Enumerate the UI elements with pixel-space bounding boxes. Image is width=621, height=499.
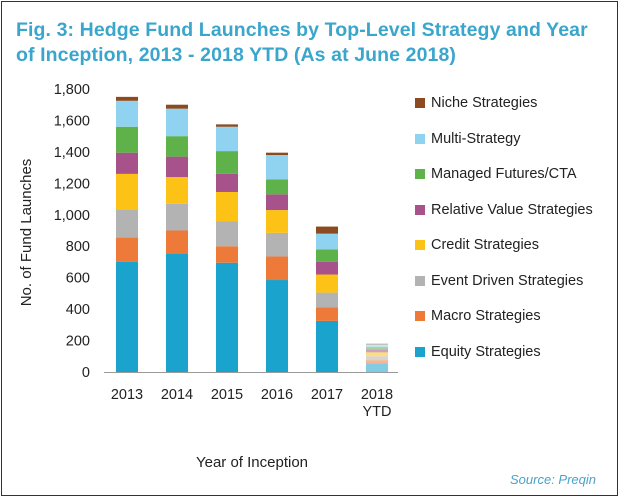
bar-segment	[366, 343, 388, 345]
legend-swatch	[415, 169, 425, 179]
bar-segment	[266, 210, 288, 233]
bar-segment	[216, 124, 238, 127]
legend-swatch	[415, 311, 425, 321]
legend-label: Credit Strategies	[431, 237, 539, 253]
x-tick-label: 2018 YTD	[361, 387, 393, 420]
bar-segment	[316, 249, 338, 262]
bar-segment	[316, 233, 338, 250]
x-tick-label: 2014	[161, 387, 193, 403]
bar-segment	[216, 151, 238, 174]
y-tick-label: 800	[66, 239, 90, 255]
bar-segment	[166, 104, 188, 109]
y-tick-label: 600	[66, 271, 90, 287]
y-tick-label: 1,200	[54, 176, 90, 192]
bar-segment	[166, 156, 188, 178]
bar-segment	[216, 262, 238, 372]
bar-segment	[216, 221, 238, 247]
bar-segment	[366, 360, 388, 364]
legend-label: Macro Strategies	[431, 308, 541, 324]
bar-segment	[216, 173, 238, 192]
bar-segment	[266, 256, 288, 281]
x-axis: 2013 2014 2015 2016 2017 2018 YTD	[111, 387, 393, 420]
y-tick-label: 200	[66, 334, 90, 350]
x-axis-label: Year of Inception	[196, 454, 308, 471]
legend-label: Managed Futures/CTA	[431, 166, 577, 182]
bar-segment	[266, 232, 288, 257]
bar-segment	[316, 307, 338, 321]
bar-segment	[216, 126, 238, 152]
legend-label: Relative Value Strategies	[431, 201, 593, 218]
bar-segment	[366, 344, 388, 347]
bar-segment	[166, 253, 188, 372]
y-tick-label: 1,400	[54, 145, 90, 161]
legend-swatch	[415, 275, 425, 286]
legend-swatch	[415, 346, 425, 357]
bar-segment	[166, 108, 188, 137]
bar-segment	[266, 280, 288, 372]
bar-segment	[366, 356, 388, 361]
bar-segment	[116, 261, 138, 372]
bar-segment	[266, 152, 288, 156]
x-tick-label: 2016	[261, 387, 293, 403]
bars-group	[116, 96, 388, 372]
y-tick-label: 1,000	[54, 208, 90, 224]
bar-segment	[366, 352, 388, 357]
legend-label: Equity Strategies	[431, 343, 541, 360]
bar-segment	[166, 177, 188, 204]
bar-segment	[316, 292, 338, 308]
y-tick-label: 0	[82, 365, 90, 381]
bar-segment	[166, 203, 188, 231]
bar-segment	[116, 152, 138, 174]
bar-segment	[316, 226, 338, 234]
x-tick-label: 2017	[311, 387, 343, 403]
bar-segment	[266, 194, 288, 211]
bar-segment	[366, 363, 388, 372]
y-axis-label: No. of Fund Launches	[18, 159, 35, 307]
bar-segment	[366, 346, 388, 350]
bar-segment	[116, 209, 138, 238]
legend-label: Multi-Strategy	[431, 130, 521, 147]
y-tick-label: 1,600	[54, 113, 90, 129]
y-axis: 0 200 400 600 800 1,000 1,200 1,400 1,600 1,800	[54, 82, 90, 381]
legend-swatch	[415, 98, 425, 108]
bar-segment	[116, 96, 138, 101]
source-note: Source: Preqin	[510, 472, 596, 487]
bar-segment	[116, 126, 138, 153]
bar-segment	[316, 261, 338, 275]
bar-segment	[316, 274, 338, 293]
bar-segment	[116, 237, 138, 262]
bar-segment	[116, 100, 138, 127]
legend-swatch	[415, 133, 425, 144]
legend-label: Niche Strategies	[431, 95, 538, 111]
bar-segment	[216, 191, 238, 222]
x-tick-label: 2015	[211, 387, 243, 403]
bar-segment	[266, 155, 288, 180]
y-tick-label: 400	[66, 302, 90, 318]
legend-label: Event Driven Strategies	[431, 272, 584, 289]
bar-segment	[316, 320, 338, 372]
bar-segment	[116, 173, 138, 210]
y-tick-label: 1,800	[54, 82, 90, 98]
bar-segment	[166, 230, 188, 254]
bar-segment	[166, 136, 188, 157]
x-tick-label: 2013	[111, 387, 143, 403]
bar-segment	[216, 246, 238, 263]
bar-segment	[366, 349, 388, 353]
chart-title: Fig. 3: Hedge Fund Launches by Top-Level…	[16, 19, 588, 66]
bar-segment	[266, 179, 288, 195]
legend-swatch	[415, 204, 425, 215]
legend-swatch	[415, 240, 425, 250]
